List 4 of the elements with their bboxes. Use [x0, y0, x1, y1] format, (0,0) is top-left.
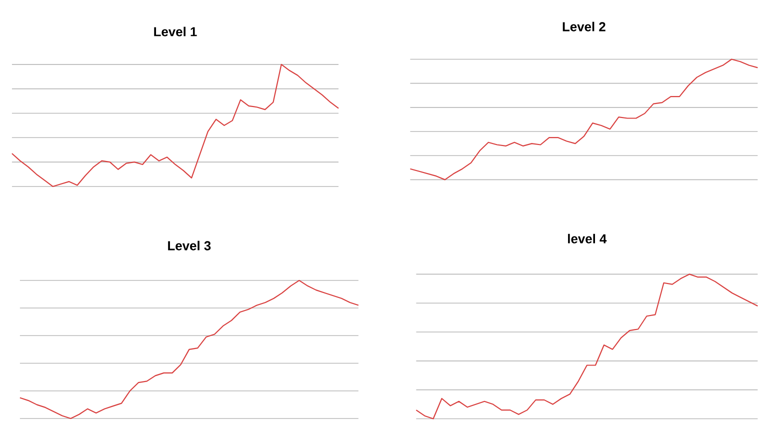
chart-title: Level 3	[168, 240, 211, 250]
chart-title: Level 1	[154, 26, 197, 36]
chart-title: level 4	[568, 234, 607, 244]
chart-title: Level 2	[562, 22, 606, 32]
